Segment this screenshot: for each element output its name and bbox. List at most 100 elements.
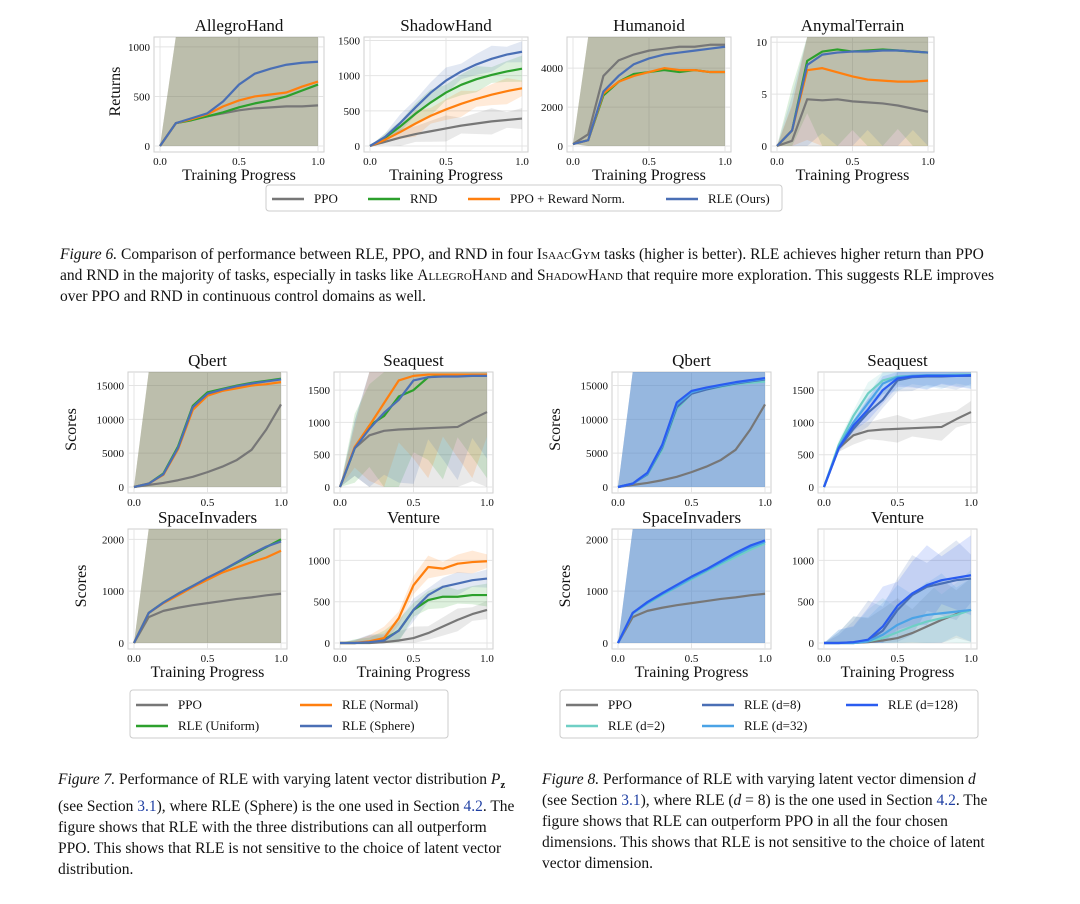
series-band <box>340 583 487 643</box>
legend-label: RLE (Ours) <box>708 191 770 206</box>
series-line <box>133 378 282 489</box>
y-tick-label: 15000 <box>581 381 609 393</box>
figure6-label: Figure 6. <box>60 246 118 263</box>
y-tick-label: 500 <box>798 597 815 609</box>
y-tick-label: 0 <box>809 482 815 494</box>
series-band <box>573 37 725 146</box>
figure6-caption-text: and <box>506 267 538 284</box>
y-axis-label: Scores <box>73 565 90 608</box>
chart-title: Venture <box>871 508 924 527</box>
y-axis-label: Scores <box>557 565 574 608</box>
y-tick-label: 1500 <box>338 36 361 48</box>
legend-label: RLE (d=32) <box>744 718 807 733</box>
figure6-caption-allegrohand: AllegroHand <box>417 267 507 284</box>
y-tick-label: 0 <box>603 482 609 494</box>
x-tick-label: 0.5 <box>232 156 246 168</box>
x-tick-label: 0.0 <box>127 653 141 665</box>
x-axis-label: Training Progress <box>151 664 265 681</box>
series-band <box>824 570 971 643</box>
chart-title: ShadowHand <box>400 16 492 35</box>
y-tick-label: 15000 <box>97 381 125 393</box>
series-line <box>572 45 726 146</box>
series-band <box>340 550 487 643</box>
series-line <box>133 540 282 644</box>
chart-title: Humanoid <box>613 16 685 35</box>
x-tick-label: 0.5 <box>685 497 699 509</box>
series-band <box>618 529 765 643</box>
series-band <box>618 372 765 487</box>
x-tick-label: 0.0 <box>333 497 347 509</box>
x-tick-label: 0.5 <box>407 653 421 665</box>
series-band <box>777 37 928 146</box>
x-tick-label: 0.0 <box>611 497 625 509</box>
x-axis-label: Training Progress <box>841 664 955 681</box>
figure8-section-link[interactable]: 3.1 <box>621 792 641 809</box>
series-band <box>824 535 971 643</box>
x-axis-label: Training Progress <box>592 167 706 184</box>
series-band <box>573 37 725 146</box>
series-line <box>159 60 319 147</box>
legend-label: RLE (d=2) <box>608 718 665 733</box>
y-tick-label: 2000 <box>102 534 125 546</box>
y-tick-label: 10 <box>756 37 768 49</box>
x-tick-label: 1.0 <box>921 156 935 168</box>
figure7-caption-math: P <box>490 771 501 788</box>
x-axis-label: Training Progress <box>796 167 910 184</box>
series-line <box>776 49 929 147</box>
figure8-caption-math: d <box>968 771 976 788</box>
figure8-label: Figure 8. <box>542 771 600 788</box>
y-tick-label: 4000 <box>541 63 564 75</box>
series-band <box>777 37 928 146</box>
legend-label: RND <box>410 191 437 206</box>
y-tick-label: 1500 <box>792 385 815 397</box>
legend-box <box>559 689 979 739</box>
x-tick-label: 1.0 <box>480 653 494 665</box>
series-band <box>824 372 971 487</box>
series-line <box>572 43 725 145</box>
y-tick-label: 1000 <box>102 586 125 598</box>
figure7-section-link[interactable]: 3.1 <box>137 798 157 816</box>
x-tick-label: 0.0 <box>363 156 377 168</box>
legend-label: PPO <box>608 697 632 712</box>
y-tick-label: 1000 <box>308 417 331 429</box>
figure6-caption-text: that require more exploration. This sugg… <box>60 267 995 305</box>
y-tick-label: 1000 <box>338 71 361 83</box>
legend-label: PPO <box>178 697 202 712</box>
x-tick-label: 1.0 <box>758 497 772 509</box>
x-tick-label: 0.0 <box>817 653 831 665</box>
x-tick-label: 0.5 <box>201 497 215 509</box>
figure7-caption-sub: z <box>500 779 506 792</box>
x-tick-label: 0.5 <box>642 156 656 168</box>
y-tick-label: 1000 <box>128 42 151 54</box>
series-band <box>340 600 487 643</box>
figure8-section-link[interactable]: 4.2 <box>936 792 956 809</box>
y-tick-label: 1000 <box>792 417 815 429</box>
series-line <box>617 376 766 489</box>
x-tick-label: 0.5 <box>891 653 905 665</box>
y-tick-label: 500 <box>344 106 361 118</box>
x-tick-label: 0.0 <box>566 156 580 168</box>
x-tick-label: 1.0 <box>758 653 772 665</box>
chart-title: Qbert <box>188 351 227 370</box>
figure6-caption-text: Comparison of performance between RLE, P… <box>117 246 537 263</box>
chart-title: Qbert <box>672 351 711 370</box>
x-axis-label: Training Progress <box>182 167 296 184</box>
series-line <box>617 539 766 644</box>
legend-box <box>129 689 449 739</box>
y-axis-label: Scores <box>63 408 80 451</box>
figure7-section-link[interactable]: 4.2 <box>463 798 483 816</box>
y-axis-label: Returns <box>107 67 124 117</box>
y-tick-label: 1000 <box>308 555 331 567</box>
figure6-caption-isaacgym: IsaacGym <box>536 246 601 263</box>
y-tick-label: 500 <box>134 91 151 103</box>
figure8-caption-text: . The figure shows that RLE can outperfo… <box>542 792 988 872</box>
series-band <box>777 37 928 146</box>
x-tick-label: 0.5 <box>439 156 453 168</box>
x-tick-label: 0.5 <box>846 156 860 168</box>
y-tick-label: 500 <box>314 450 331 462</box>
series-line <box>133 592 282 644</box>
figure6-caption-shadowhand: ShadowHand <box>537 267 623 284</box>
chart-title: Seaquest <box>867 351 928 370</box>
series-line <box>338 374 487 488</box>
